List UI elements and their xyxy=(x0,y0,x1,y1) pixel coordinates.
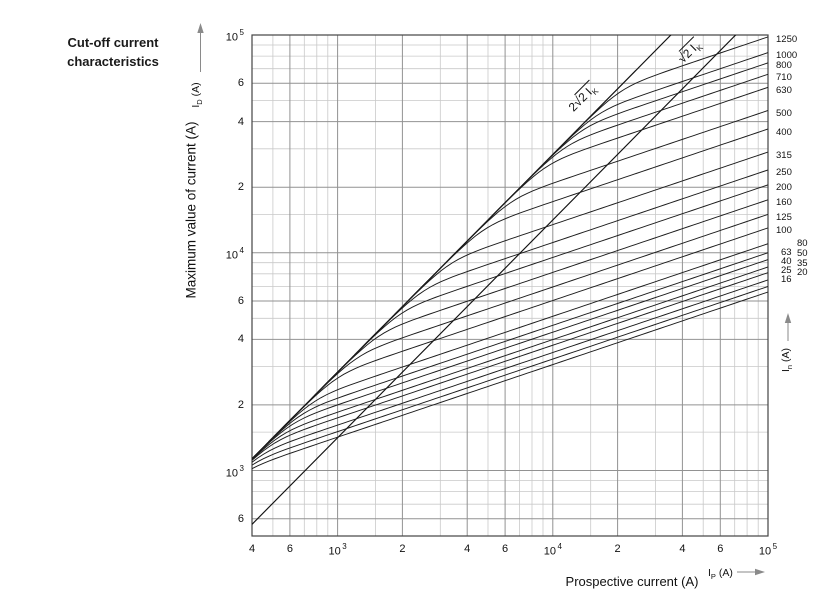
chart-title-line2: characteristics xyxy=(67,54,159,69)
x-symbol-base: I xyxy=(708,567,711,579)
cutoff-curve-800A xyxy=(252,62,768,460)
cutoff-curve-25A xyxy=(252,279,768,463)
rated-current-label: 100 xyxy=(776,225,792,237)
rated-current-label: 500 xyxy=(776,108,792,119)
y-tick-label: 10 3 xyxy=(225,463,244,480)
chart-title-line1: Cut-off current xyxy=(67,35,159,50)
rated-current-label: 40 xyxy=(781,255,792,267)
x-tick-label: 4 xyxy=(679,543,686,555)
cutoff-curve-16A xyxy=(252,291,768,470)
cutoff-curve-35A xyxy=(252,272,768,461)
cutoff-curve-160A xyxy=(252,199,768,460)
x-tick-label: 10 5 xyxy=(758,542,778,558)
rated-current-label: 20 xyxy=(797,267,808,278)
rated-current-label: 800 xyxy=(776,60,792,72)
x-tick-label: 4 xyxy=(248,543,256,555)
cutoff-curve-50A xyxy=(252,259,768,460)
y-tick-label: 10 5 xyxy=(225,28,244,44)
y-tick-label: 4 xyxy=(237,333,244,346)
y-symbol-base: I xyxy=(189,104,202,108)
cutoff-curve-20A xyxy=(252,286,768,466)
rated-current-label: 80 xyxy=(797,238,808,249)
x-symbol-unit: (A) xyxy=(718,567,733,579)
cutoff-curve-80A xyxy=(252,243,768,460)
right-symbol-unit: (A) xyxy=(779,347,792,362)
y-tick-label: 2 xyxy=(237,398,244,411)
rated-current-label: 35 xyxy=(797,257,808,269)
cutoff-curve-500A xyxy=(252,110,768,460)
x-tick-label: 2 xyxy=(614,543,621,555)
y-axis-label: Maximum value of current (A) xyxy=(183,121,199,299)
x-axis-symbol: IP (A) xyxy=(708,567,733,581)
y-tick-label: 6 xyxy=(237,295,244,307)
x-tick-label: 4 xyxy=(464,543,471,555)
rated-current-label: 1250 xyxy=(776,34,798,46)
rated-current-label: 160 xyxy=(776,197,792,209)
rated-current-label: 16 xyxy=(781,273,792,285)
cutoff-curve-100A xyxy=(252,227,768,460)
rated-current-label: 400 xyxy=(776,126,792,138)
rated-current-label: 630 xyxy=(776,84,792,96)
y-symbol-sub: D xyxy=(195,99,205,105)
rated-current-label: 50 xyxy=(797,247,808,259)
y-tick-label: 6 xyxy=(237,512,244,525)
rated-current-axis-symbol: In (A) xyxy=(780,348,794,372)
right-symbol-sub: n xyxy=(785,364,795,370)
rated-current-axis-arrow-icon xyxy=(784,313,792,341)
x-tick-label: 10 4 xyxy=(543,542,562,558)
rated-current-label: 710 xyxy=(776,71,792,83)
rated-current-label: 25 xyxy=(781,264,792,276)
x-tick-label: 6 xyxy=(286,543,293,555)
rated-current-label: 315 xyxy=(776,149,792,161)
x-tick-label: 10 3 xyxy=(328,542,347,558)
rated-current-label: 250 xyxy=(776,167,792,179)
x-symbol-sub: P xyxy=(710,572,716,582)
rated-current-label: 63 xyxy=(781,246,792,258)
x-tick-label: 6 xyxy=(717,543,724,555)
x-tick-label: 2 xyxy=(399,543,406,555)
y-axis-arrow-icon xyxy=(197,23,204,72)
rated-current-label: 125 xyxy=(776,211,792,223)
reference-line-peak-symmetrical xyxy=(252,35,737,525)
y-tick-label: 2 xyxy=(237,181,244,194)
x-tick-label: 6 xyxy=(502,543,509,555)
cutoff-curve-125A xyxy=(252,213,768,460)
cutoff-curve-63A xyxy=(252,252,768,460)
rated-current-label: 1000 xyxy=(776,50,798,62)
rated-current-label: 200 xyxy=(776,182,792,194)
x-axis-arrow-icon xyxy=(737,568,765,576)
x-axis-label: Prospective current (A) xyxy=(565,574,699,589)
chart-title: Cut-off current characteristics xyxy=(64,33,162,71)
y-tick-label: 10 4 xyxy=(225,245,244,262)
cutoff-curve-40A xyxy=(252,266,768,460)
right-symbol-base: I xyxy=(779,369,792,373)
y-tick-label: 4 xyxy=(237,115,244,128)
plot-area xyxy=(251,34,769,537)
cutoff-curve-630A xyxy=(252,86,768,460)
y-tick-label: 6 xyxy=(237,77,244,90)
curves-group xyxy=(252,35,768,525)
